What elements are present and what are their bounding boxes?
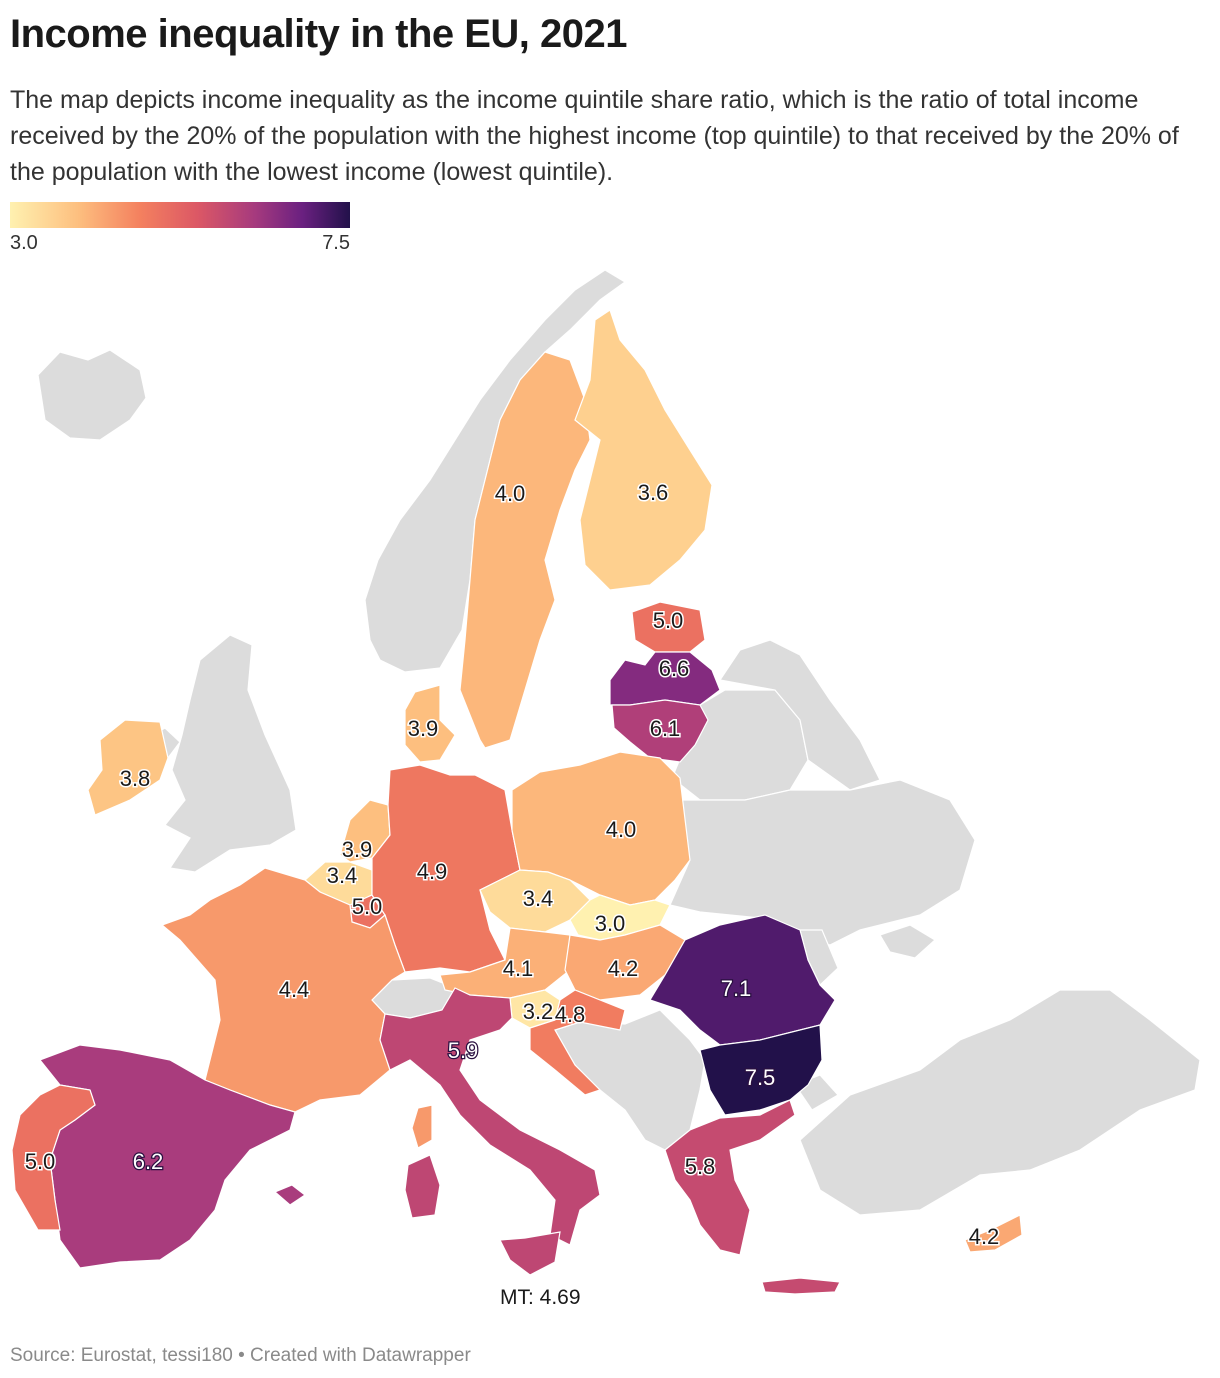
region-IE: [87, 719, 169, 816]
region-LT: [611, 699, 709, 763]
region-FR-corsica: [411, 1104, 433, 1149]
non-eu-countries: [37, 270, 1201, 1216]
legend-gradient-bar: [10, 202, 350, 228]
country-norway: [364, 270, 627, 673]
label-BG: 7.5: [745, 1065, 776, 1090]
region-IT: [379, 987, 601, 1246]
region-EE: [631, 601, 706, 653]
value-labels: 4.0 3.6 5.0 6.6 6.1 3.9 3.8 3.9 3.4 5.0 …: [23, 478, 1001, 1250]
label-CY: 4.2: [969, 1224, 1000, 1249]
label-LU: 5.0: [352, 894, 383, 919]
country-russia: [718, 639, 881, 791]
label-PT: 5.0: [25, 1149, 56, 1174]
label-DK: 3.9: [408, 716, 439, 741]
map-title: Income inequality in the EU, 2021: [10, 12, 628, 56]
region-RO: [649, 914, 836, 1046]
legend-max-label: 7.5: [322, 232, 350, 254]
label-FI: 3.6: [638, 480, 669, 505]
label-ES: 6.2: [133, 1149, 164, 1174]
label-RO: 7.1: [721, 976, 752, 1001]
region-FI: [574, 309, 713, 591]
label-CZ: 3.4: [523, 886, 554, 911]
label-HR: 4.8: [555, 1002, 586, 1027]
region-GR-crete: [761, 1277, 841, 1295]
country-iceland: [37, 349, 147, 441]
country-balkans: [554, 1009, 706, 1151]
label-IE: 3.8: [120, 766, 151, 791]
label-SI: 3.2: [523, 999, 554, 1024]
region-GR: [664, 1099, 796, 1256]
country-crimea: [879, 924, 937, 959]
region-BG: [699, 1024, 823, 1116]
label-EE: 5.0: [653, 608, 684, 633]
label-BE: 3.4: [327, 863, 358, 888]
map-subtitle: The map depicts income inequality as the…: [10, 86, 1179, 186]
region-CY: [964, 1214, 1023, 1253]
label-DE: 4.9: [417, 859, 448, 884]
country-turkey: [799, 989, 1201, 1216]
label-AT: 4.1: [503, 956, 534, 981]
region-HR: [529, 989, 626, 1096]
legend-min-label: 3.0: [10, 232, 38, 254]
region-PT: [11, 1084, 96, 1231]
color-legend: 3.0 7.5: [10, 202, 350, 256]
label-NL: 3.9: [342, 837, 373, 862]
region-DK: [404, 684, 456, 763]
malta-note: MT: 4.69: [500, 1286, 581, 1309]
label-GR: 5.8: [685, 1154, 716, 1179]
label-SK: 3.0: [595, 911, 626, 936]
source-credit: Source: Eurostat, tessi180 • Created wit…: [10, 1345, 471, 1366]
country-ukraine: [669, 779, 976, 946]
region-IT-sicily: [499, 1231, 561, 1276]
label-IT: 5.9: [448, 1038, 479, 1063]
eu-countries: [11, 309, 1023, 1295]
label-LT: 6.1: [650, 716, 681, 741]
region-IT-sardinia: [404, 1154, 441, 1219]
europe-map: 4.0 3.6 5.0 6.6 6.1 3.9 3.8 3.9 3.4 5.0 …: [11, 270, 1201, 1295]
label-LV: 6.6: [659, 656, 690, 681]
region-ES-baleares: [273, 1184, 307, 1206]
label-FR: 4.4: [279, 977, 310, 1002]
label-PL: 4.0: [606, 817, 637, 842]
label-HU: 4.2: [608, 956, 639, 981]
country-uk: [164, 634, 297, 873]
label-SE: 4.0: [495, 481, 526, 506]
